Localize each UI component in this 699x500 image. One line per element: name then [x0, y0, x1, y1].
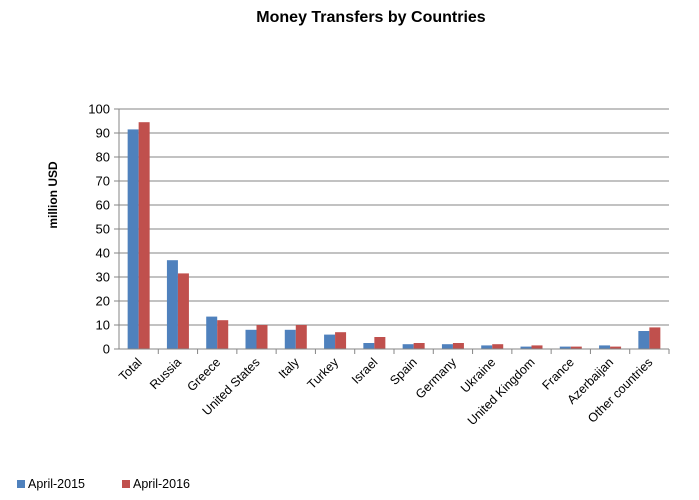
axes: [114, 108, 670, 354]
y-tick-label: 20: [96, 294, 110, 309]
x-tick-label: Greece: [184, 355, 223, 394]
y-tick-label: 60: [96, 198, 110, 213]
bar-april-2015-germany: [441, 344, 453, 349]
x-tick-label: Turkey: [305, 355, 342, 392]
legend-swatch: [122, 480, 130, 488]
bar-april-2016-spain: [413, 343, 425, 349]
bar-april-2015-azerbaijan: [599, 345, 611, 349]
bar-april-2015-united-states: [245, 329, 257, 349]
y-tick-label: 80: [96, 150, 110, 165]
bar-april-2016-ukraine: [492, 344, 504, 349]
y-axis-label: million USD: [46, 161, 60, 229]
x-tick-label: Russia: [147, 355, 184, 392]
bar-april-2015-total: [127, 129, 139, 349]
bar-april-2015-united-kingdom: [520, 346, 532, 349]
chart-title: Money Transfers by Countries: [256, 9, 485, 26]
bar-april-2015-france: [559, 346, 571, 349]
y-tick-label: 70: [96, 174, 110, 189]
bars: [127, 122, 661, 349]
x-tick-label: Israel: [349, 355, 381, 387]
bar-april-2015-turkey: [324, 334, 336, 349]
legend-label: April-2016: [133, 477, 190, 491]
x-tick-label: France: [539, 355, 576, 392]
y-tick-label: 10: [96, 318, 110, 333]
bar-april-2016-russia: [177, 273, 189, 349]
bar-april-2016-italy: [295, 325, 307, 349]
bar-april-2016-turkey: [335, 332, 347, 349]
bar-april-2016-france: [570, 346, 582, 349]
bar-april-2015-italy: [284, 329, 296, 349]
bar-april-2016-other-countries: [649, 327, 661, 349]
y-tick-label: 40: [96, 246, 110, 261]
x-tick-label: Spain: [387, 355, 420, 388]
y-tick-label: 100: [88, 102, 110, 117]
legend-label: April-2015: [28, 477, 85, 491]
y-tick-label: 0: [103, 342, 110, 357]
x-tick-label: Germany: [413, 355, 460, 402]
bar-april-2015-spain: [402, 344, 414, 349]
bar-april-2016-united-states: [256, 325, 268, 349]
bar-april-2015-other-countries: [638, 331, 650, 349]
y-tick-label: 30: [96, 270, 110, 285]
x-tick-label: Italy: [276, 355, 303, 382]
bar-april-2015-ukraine: [481, 345, 493, 349]
bar-april-2016-azerbaijan: [610, 346, 622, 349]
bar-april-2016-total: [138, 122, 150, 349]
bar-april-2015-israel: [363, 343, 375, 349]
gridlines: [119, 108, 669, 326]
bar-april-2015-russia: [166, 260, 178, 349]
bar-april-2016-israel: [374, 337, 386, 349]
x-tick-label: Total: [116, 355, 145, 384]
bar-april-2016-united-kingdom: [531, 345, 543, 349]
x-tick-label: United Kingdom: [465, 355, 538, 428]
y-tick-label: 50: [96, 222, 110, 237]
y-tick-label: 90: [96, 126, 110, 141]
y-tick-labels: 0 10 20 30 40 50 60 70 80 90 100: [88, 102, 110, 357]
legend-swatch: [17, 480, 25, 488]
bar-april-2015-greece: [206, 316, 218, 349]
bar-april-2016-greece: [217, 320, 229, 349]
bar-april-2016-germany: [452, 343, 464, 349]
legend: April-2015 April-2016: [17, 477, 190, 491]
